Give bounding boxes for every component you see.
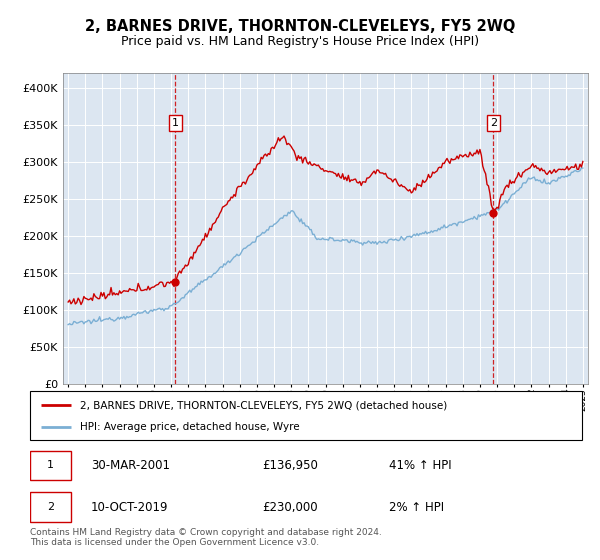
Text: 2% ↑ HPI: 2% ↑ HPI bbox=[389, 501, 444, 514]
Text: £136,950: £136,950 bbox=[262, 459, 318, 472]
Text: 2: 2 bbox=[490, 118, 497, 128]
Text: Contains HM Land Registry data © Crown copyright and database right 2024.
This d: Contains HM Land Registry data © Crown c… bbox=[30, 528, 382, 548]
Text: Price paid vs. HM Land Registry's House Price Index (HPI): Price paid vs. HM Land Registry's House … bbox=[121, 35, 479, 48]
FancyBboxPatch shape bbox=[30, 492, 71, 522]
Text: 2: 2 bbox=[47, 502, 54, 512]
Text: HPI: Average price, detached house, Wyre: HPI: Average price, detached house, Wyre bbox=[80, 422, 299, 432]
FancyBboxPatch shape bbox=[30, 451, 71, 480]
Text: 1: 1 bbox=[172, 118, 179, 128]
Text: 41% ↑ HPI: 41% ↑ HPI bbox=[389, 459, 451, 472]
Text: 2, BARNES DRIVE, THORNTON-CLEVELEYS, FY5 2WQ: 2, BARNES DRIVE, THORNTON-CLEVELEYS, FY5… bbox=[85, 19, 515, 34]
Text: 10-OCT-2019: 10-OCT-2019 bbox=[91, 501, 168, 514]
Text: 1: 1 bbox=[47, 460, 54, 470]
Text: £230,000: £230,000 bbox=[262, 501, 317, 514]
Text: 2, BARNES DRIVE, THORNTON-CLEVELEYS, FY5 2WQ (detached house): 2, BARNES DRIVE, THORNTON-CLEVELEYS, FY5… bbox=[80, 400, 447, 410]
Text: 30-MAR-2001: 30-MAR-2001 bbox=[91, 459, 170, 472]
